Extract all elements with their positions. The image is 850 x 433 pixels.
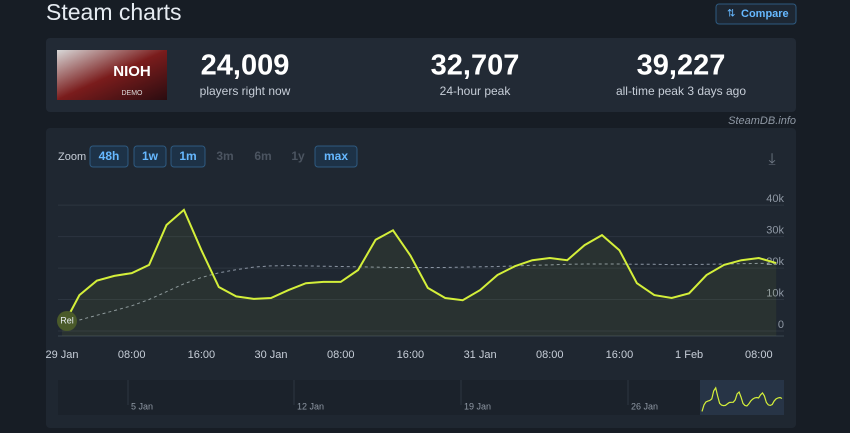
zoom-label: Zoom bbox=[58, 151, 86, 163]
y-tick-label: 0 bbox=[778, 319, 784, 331]
navigator-line bbox=[701, 386, 783, 412]
x-tick-label: 29 Jan bbox=[45, 349, 78, 361]
zoom-button[interactable] bbox=[314, 145, 358, 168]
stat-label: 24-hour peak bbox=[440, 84, 512, 98]
y-tick-label: 30k bbox=[766, 225, 784, 237]
navigator-label: 26 Jan bbox=[631, 401, 658, 411]
release-label[interactable]: Rel bbox=[60, 315, 74, 325]
stats-panel bbox=[46, 38, 796, 112]
series-line bbox=[61, 208, 777, 329]
zoom-button-label[interactable]: 1y bbox=[291, 149, 305, 163]
x-tick-label: 08:00 bbox=[745, 349, 773, 361]
stat-label: all-time peak 3 days ago bbox=[616, 84, 746, 98]
zoom-button-label[interactable]: max bbox=[324, 149, 348, 163]
zoom-button-label[interactable]: 1m bbox=[179, 149, 196, 163]
stat-value: 32,707 bbox=[431, 50, 520, 82]
x-tick-label: 08:00 bbox=[327, 349, 355, 361]
x-tick-label: 16:00 bbox=[397, 349, 425, 361]
stat-label: players right now bbox=[200, 84, 291, 98]
game-logo: NIOH bbox=[113, 63, 151, 80]
x-tick-label: 30 Jan bbox=[255, 349, 288, 361]
y-tick-label: 10k bbox=[766, 287, 784, 299]
navigator-label: 5 Jan bbox=[131, 401, 153, 411]
compare-label[interactable]: Compare bbox=[741, 8, 789, 20]
stat-value: 24,009 bbox=[201, 50, 290, 82]
stat-value: 39,227 bbox=[637, 50, 726, 82]
x-tick-label: 08:00 bbox=[118, 349, 146, 361]
credit: SteamDB.info bbox=[728, 115, 796, 127]
game-badge: DEMO bbox=[122, 90, 144, 97]
zoom-button[interactable] bbox=[89, 145, 129, 168]
x-tick-label: 08:00 bbox=[536, 349, 564, 361]
game-image[interactable] bbox=[57, 50, 167, 100]
y-tick-label: 40k bbox=[766, 193, 784, 205]
zoom-button-label[interactable]: 6m bbox=[254, 149, 271, 163]
compare-button[interactable] bbox=[715, 3, 797, 25]
page-title: Steam charts bbox=[46, 0, 182, 25]
zoom-button[interactable] bbox=[170, 145, 206, 168]
download-icon[interactable]: ⤓ bbox=[768, 151, 775, 168]
navigator-label: 19 Jan bbox=[464, 401, 491, 411]
x-tick-label: 1 Feb bbox=[675, 349, 703, 361]
zoom-button-label[interactable]: 1w bbox=[142, 149, 159, 163]
compare-icon: ⇅ bbox=[727, 9, 735, 20]
x-tick-label: 16:00 bbox=[188, 349, 216, 361]
x-tick-label: 16:00 bbox=[606, 349, 634, 361]
zoom-button-label[interactable]: 3m bbox=[216, 149, 233, 163]
zoom-button[interactable] bbox=[133, 145, 167, 168]
release-marker[interactable] bbox=[57, 311, 77, 331]
navigator bbox=[58, 380, 784, 415]
chart-panel bbox=[46, 128, 796, 428]
zoom-button-label[interactable]: 48h bbox=[99, 149, 120, 163]
x-tick-label: 31 Jan bbox=[464, 349, 497, 361]
navigator-window[interactable] bbox=[700, 380, 784, 415]
series-line bbox=[61, 262, 777, 326]
navigator-label: 12 Jan bbox=[297, 401, 324, 411]
